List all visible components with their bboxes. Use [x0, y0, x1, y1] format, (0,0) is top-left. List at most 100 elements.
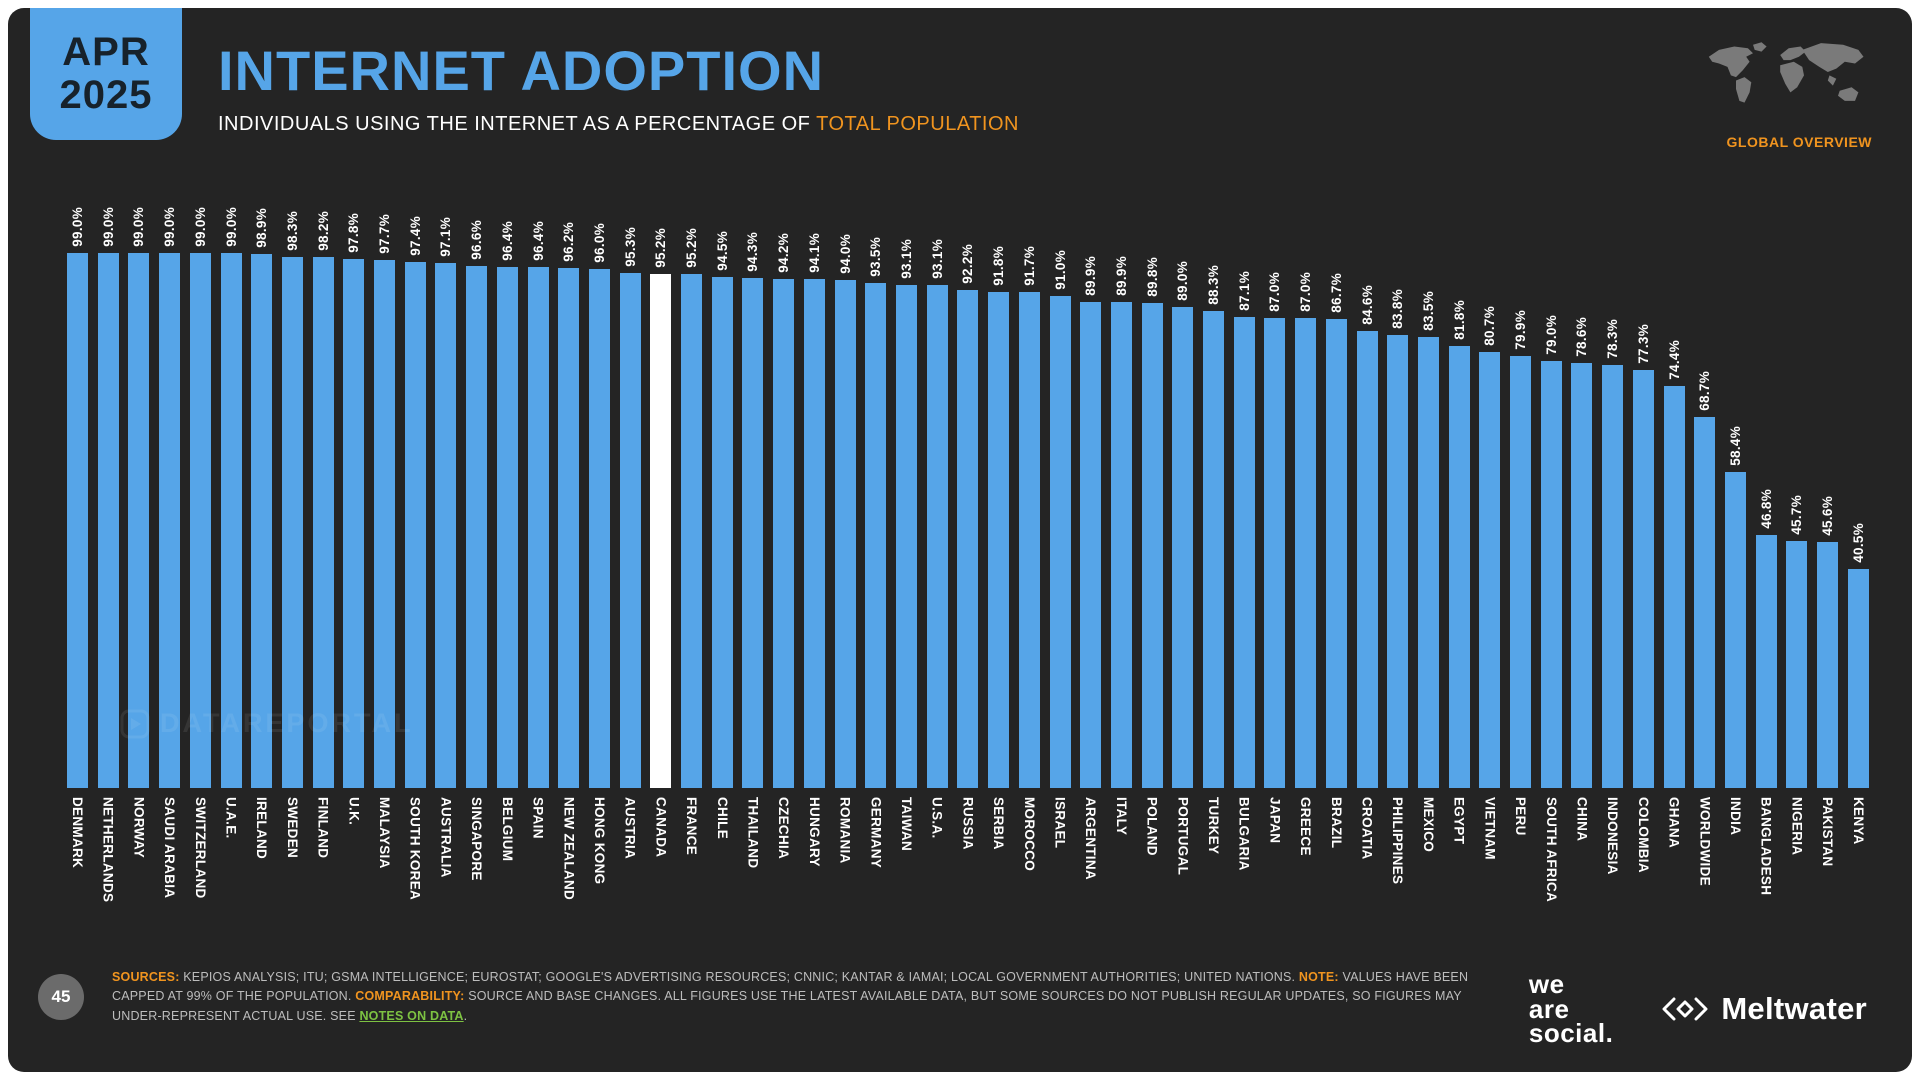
bar-column: 89.9% ITALY [1110, 188, 1133, 949]
subtitle-text: INDIVIDUALS USING THE INTERNET AS A PERC… [218, 113, 817, 135]
bar-value-label: 46.8% [1758, 489, 1774, 529]
bar [1571, 363, 1593, 788]
country-label: TAIWAN [898, 797, 914, 852]
bar-value-label: 81.8% [1451, 300, 1467, 340]
bar-value-label: 80.7% [1482, 306, 1498, 346]
bar [619, 273, 641, 788]
bar [988, 292, 1010, 788]
country-label: BRAZIL [1328, 797, 1344, 849]
country-label: SOUTH KOREA [407, 797, 423, 901]
bar-column: 58.4% INDIA [1724, 188, 1747, 949]
bar-value-label: 87.0% [1298, 272, 1314, 312]
bar-value-label: 98.9% [254, 208, 270, 248]
bar-stack: 96.0% [588, 188, 610, 788]
bar-column: 45.6% PAKISTAN [1816, 188, 1839, 949]
bar-value-label: 99.0% [131, 207, 147, 247]
bar-column: 95.2% FRANCE [680, 188, 703, 949]
bar-stack: 89.8% [1141, 188, 1163, 788]
bar-stack: 93.1% [926, 188, 948, 788]
country-label: ARGENTINA [1083, 797, 1099, 880]
country-label: INDIA [1727, 797, 1743, 836]
meltwater-name: Meltwater [1721, 990, 1867, 1026]
bar-column: 92.2% RUSSIA [956, 188, 979, 949]
bar-column: 96.6% SINGAPORE [465, 188, 488, 949]
country-label: MALAYSIA [377, 797, 393, 869]
date-year: 2025 [59, 73, 153, 117]
comparability-text: SOURCE AND BASE CHANGES. ALL FIGURES USE… [112, 989, 1462, 1023]
bar-stack: 96.4% [496, 188, 518, 788]
watermark-text: DATAREPORTAL [160, 708, 414, 738]
meltwater-icon [1662, 997, 1708, 1021]
country-label: PERU [1513, 797, 1529, 836]
country-label: DENMARK [70, 797, 85, 869]
country-label: FRANCE [684, 797, 700, 856]
bar-column: 89.0% PORTUGAL [1171, 188, 1194, 949]
bar [1110, 302, 1132, 788]
bar-stack: 84.6% [1356, 188, 1378, 788]
country-label: KENYA [1850, 797, 1866, 845]
bar [1264, 318, 1286, 788]
bar-stack: 93.5% [865, 188, 887, 788]
bar-stack: 87.0% [1264, 188, 1286, 788]
bar [1049, 296, 1071, 788]
footer-logos: we are social. Meltwater [1528, 971, 1867, 1046]
date-badge: APR 2025 [30, 8, 182, 140]
bar-chart: 99.0% DENMARK 99.0% NETHERLANDS 99.0% NO… [8, 188, 1912, 949]
country-label: ROMANIA [837, 797, 853, 864]
bar-stack: 95.2% [681, 188, 703, 788]
bar-column: 96.4% SPAIN [527, 188, 550, 949]
country-label: POLAND [1144, 797, 1160, 856]
bar [1540, 361, 1562, 788]
bar-column: 99.0% DENMARK [66, 188, 89, 949]
bar-column: 95.3% AUSTRIA [619, 188, 642, 949]
bar [1755, 535, 1777, 788]
country-label: HONG KONG [591, 797, 607, 885]
bar-stack: 94.2% [773, 188, 795, 788]
bar-stack: 89.9% [1080, 188, 1102, 788]
bar [466, 266, 488, 788]
bar [834, 280, 856, 788]
bar [251, 254, 273, 788]
bar-column: 68.7% WORLDWIDE [1693, 188, 1716, 949]
we-are-social-line: are [1528, 993, 1570, 1024]
bar-value-label: 93.1% [898, 239, 914, 279]
bar-value-label: 98.3% [284, 211, 300, 251]
country-label: U.K. [346, 797, 362, 826]
bar-column: 94.1% HUNGARY [803, 188, 826, 949]
bar-stack: 99.0% [128, 188, 150, 788]
country-label: THAILAND [745, 797, 761, 869]
country-label: COLOMBIA [1635, 797, 1651, 873]
bar-value-label: 99.0% [223, 207, 239, 247]
bar-stack: 95.3% [619, 188, 641, 788]
country-label: JAPAN [1267, 797, 1283, 844]
bar [1510, 356, 1532, 788]
country-label: NETHERLANDS [100, 797, 116, 903]
bar-stack: 94.5% [711, 188, 733, 788]
country-label: SINGAPORE [469, 797, 485, 881]
bar-column: 83.5% MEXICO [1417, 188, 1440, 949]
notes-on-data-link[interactable]: NOTES ON DATA [359, 1008, 464, 1023]
bar-stack: 94.0% [834, 188, 856, 788]
bar-value-label: 88.3% [1206, 265, 1222, 305]
bar-column: 99.0% SWITZERLAND [189, 188, 212, 949]
country-label: NEW ZEALAND [561, 797, 577, 901]
meltwater-logo: Meltwater [1659, 991, 1867, 1027]
bar-stack: 78.3% [1602, 188, 1624, 788]
bar-column: 84.6% CROATIA [1356, 188, 1379, 949]
bar [1387, 335, 1409, 788]
bar-value-label: 96.2% [561, 222, 577, 262]
bar-value-label: 94.2% [776, 233, 792, 273]
bar-stack: 88.3% [1203, 188, 1225, 788]
bar-column: 77.3% COLOMBIA [1632, 188, 1655, 949]
bar-stack: 86.7% [1325, 188, 1347, 788]
bar-column: 96.2% NEW ZEALAND [557, 188, 580, 949]
bar-value-label: 99.0% [162, 207, 178, 247]
bar-value-label: 91.7% [1021, 246, 1037, 286]
bar-column: 93.5% GERMANY [864, 188, 887, 949]
country-label: GERMANY [868, 797, 884, 869]
bar [128, 253, 150, 788]
bar-value-label: 94.1% [806, 233, 822, 273]
bar-stack: 94.3% [742, 188, 764, 788]
page-number-badge: 45 [38, 973, 84, 1020]
bar [865, 283, 887, 788]
